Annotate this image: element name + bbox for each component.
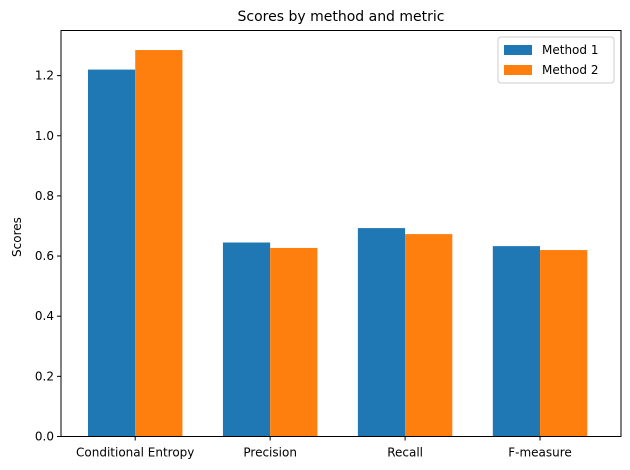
bar-series2-f-measure xyxy=(540,250,588,437)
bar-series2-precision xyxy=(270,247,318,437)
y-tick-label: 0.6 xyxy=(35,249,54,263)
chart-title: Scores by method and metric xyxy=(238,9,445,25)
bar-series1-precision xyxy=(222,242,271,437)
legend: Method 1 Method 2 xyxy=(497,36,615,84)
x-tick-label: Precision xyxy=(243,446,297,460)
legend-swatch-series2 xyxy=(504,65,532,75)
y-tick-label: 1.2 xyxy=(35,69,54,83)
bar-series1-f-measure xyxy=(492,246,541,437)
y-tick-label: 0.4 xyxy=(35,309,54,323)
y-tick-label: 0.8 xyxy=(35,189,54,203)
bar-series2-conditional-entropy xyxy=(135,50,183,437)
x-axis-ticks: Conditional Entropy Precision Recall F-meas… xyxy=(76,436,572,460)
x-tick-label: Conditional Entropy xyxy=(76,446,194,460)
y-tick-label: 0.2 xyxy=(35,369,54,383)
legend-label-series1: Method 1 xyxy=(542,43,598,57)
x-tick-label: F-measure xyxy=(508,446,572,460)
bar-series2-recall xyxy=(405,234,453,437)
legend-swatch-series1 xyxy=(504,45,532,55)
bar-series1-recall xyxy=(357,228,406,437)
y-axis-ticks: 0.0 0.2 0.4 0.6 0.8 1.0 1.2 xyxy=(35,69,61,444)
y-axis-label: Scores xyxy=(10,217,24,257)
bars-layer xyxy=(87,50,588,437)
plot-frame xyxy=(60,30,622,437)
legend-label-series2: Method 2 xyxy=(542,63,598,77)
bar-series1-conditional-entropy xyxy=(87,69,136,437)
y-tick-label: 0.0 xyxy=(35,430,54,444)
y-tick-label: 1.0 xyxy=(35,129,54,143)
x-tick-label: Recall xyxy=(387,446,423,460)
